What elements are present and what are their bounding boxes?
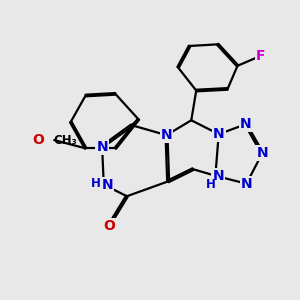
Text: N: N (212, 169, 224, 183)
Text: N: N (241, 177, 252, 191)
Text: F: F (256, 49, 266, 63)
Text: H: H (206, 178, 216, 191)
Text: N: N (256, 146, 268, 160)
Text: N: N (161, 128, 172, 142)
Text: O: O (32, 133, 44, 147)
Text: O: O (103, 219, 115, 233)
Text: N: N (101, 178, 113, 192)
Text: N: N (96, 140, 108, 154)
Text: N: N (213, 127, 224, 141)
Text: CH₃: CH₃ (53, 134, 77, 147)
Text: N: N (240, 117, 252, 131)
Text: H: H (91, 177, 100, 190)
